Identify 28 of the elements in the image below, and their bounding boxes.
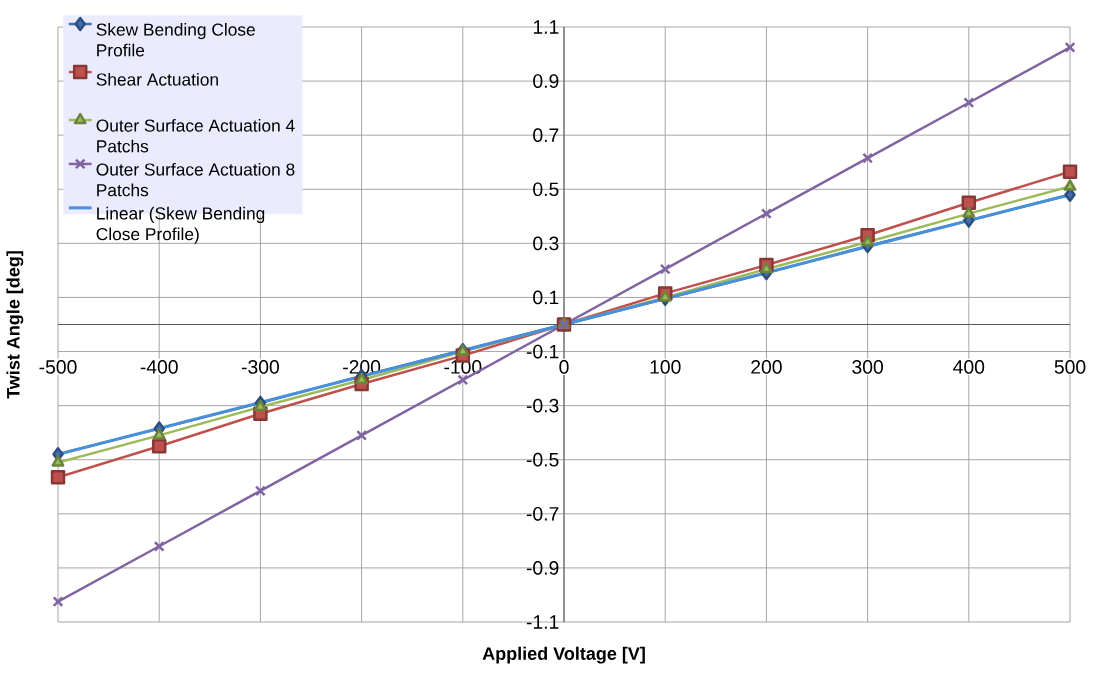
legend-label: Outer Surface Actuation 4 Patchs (96, 119, 295, 153)
legend-label: Shear Actuation (96, 72, 218, 86)
y-tick-label: -0.7 (526, 506, 559, 521)
y-tick-label: 0.5 (533, 182, 559, 197)
x-tick-label: 300 (852, 360, 883, 374)
y-tick-label: 0.9 (533, 74, 559, 88)
y-tick-label: 0.3 (533, 236, 559, 251)
y-tick-label: 0.1 (533, 290, 559, 305)
x-tick-label: 200 (751, 360, 782, 374)
legend-label: Linear (Skew Bending Close Profile) (96, 206, 265, 244)
x-tick-label: -500 (39, 360, 77, 374)
x-tick-label: 100 (650, 360, 681, 374)
y-tick-label: -0.3 (526, 398, 559, 413)
x-tick-label: -300 (241, 360, 279, 374)
legend-label: Outer Surface Actuation 8 Patchs (96, 162, 295, 197)
legend-label: Skew Bending Close Profile (96, 23, 255, 57)
y-tick-label: -0.9 (526, 561, 559, 575)
x-tick-label: -400 (140, 360, 178, 374)
y-axis-title: Twist Angle [deg] (6, 251, 24, 399)
x-tick-label: 500 (1054, 360, 1086, 374)
x-axis-title: Applied Voltage [V] (482, 646, 645, 664)
y-tick-label: 1.1 (533, 20, 559, 34)
x-tick-label: 400 (953, 360, 985, 374)
y-tick-label: -1.1 (526, 615, 559, 629)
y-tick-label: -0.1 (526, 344, 559, 359)
x-tick-label: 0 (559, 360, 569, 374)
y-tick-label: 0.7 (533, 128, 559, 143)
y-tick-label: -0.5 (526, 452, 559, 467)
